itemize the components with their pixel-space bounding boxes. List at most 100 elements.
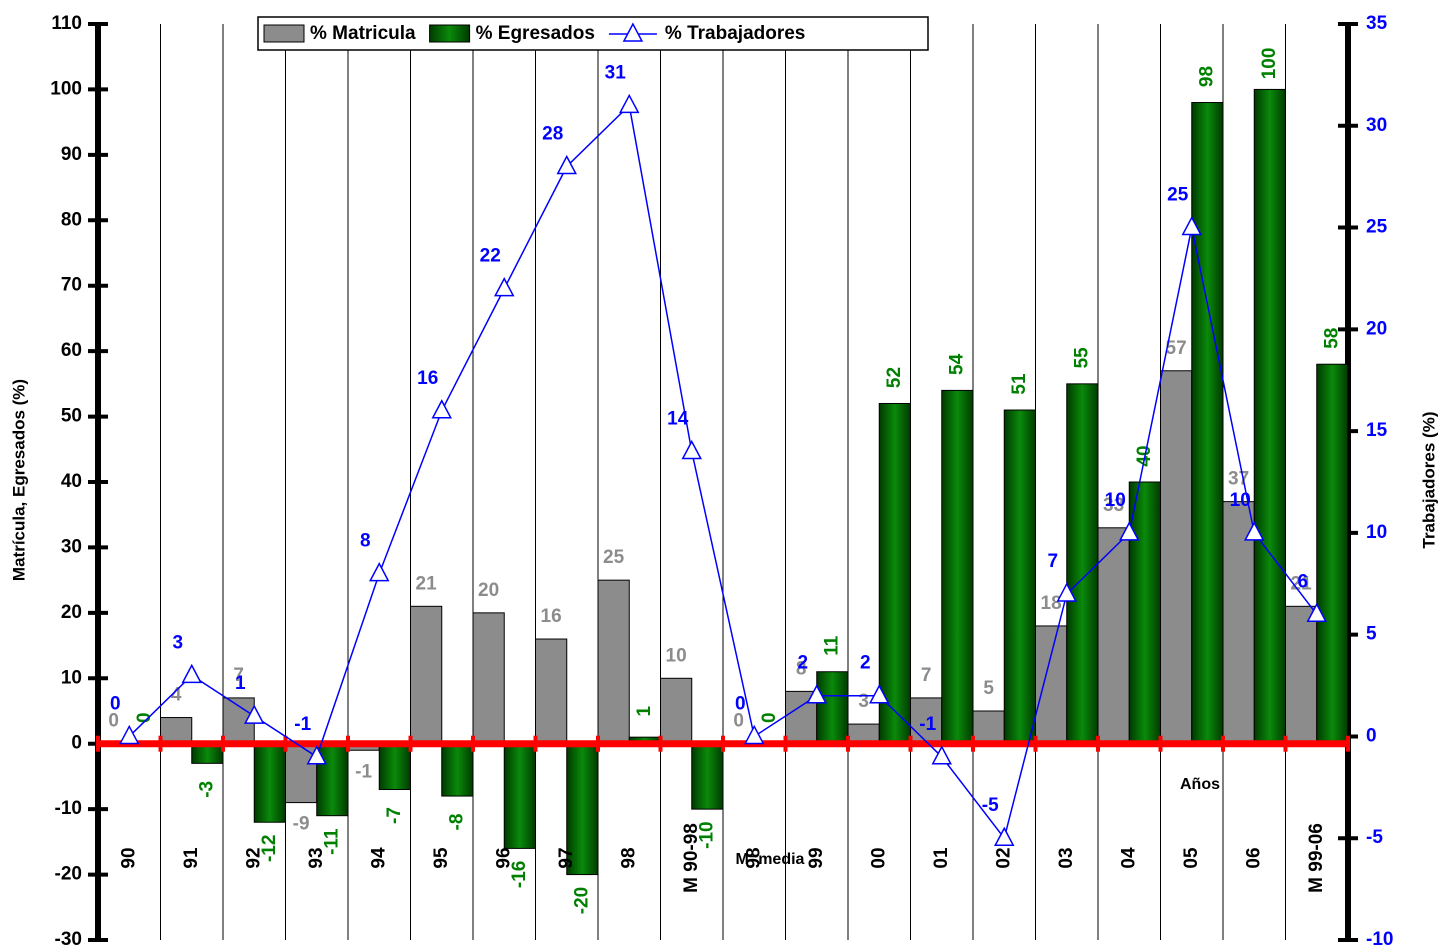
legend-swatch: [429, 24, 471, 43]
y-tick-label: 30: [61, 536, 82, 557]
bar: [1066, 383, 1099, 745]
y-tick-label: 80: [61, 209, 82, 230]
bar: [472, 612, 505, 745]
data-label: 14: [667, 408, 689, 429]
data-label: -11: [321, 828, 342, 855]
data-label: -12: [259, 834, 280, 861]
annotation: Años: [1180, 776, 1220, 793]
y-tick-label: 20: [61, 602, 82, 623]
x-tick-label: 04: [1118, 847, 1139, 869]
legend-label: % Matricula: [310, 23, 416, 44]
x-tick-label: 99: [806, 847, 827, 868]
x-tick-label: 03: [1056, 847, 1077, 868]
x-tick-label: 97: [556, 847, 577, 868]
data-label: -7: [384, 807, 405, 824]
data-label: -20: [571, 887, 592, 914]
data-label: 1: [634, 705, 655, 716]
data-label: 98: [1196, 66, 1217, 87]
marker: [931, 745, 952, 765]
x-tick-label: M 90-98: [681, 823, 702, 893]
y2-tick-label: 35: [1366, 13, 1388, 34]
data-label: 21: [1291, 573, 1313, 594]
y-tick-label: -20: [55, 864, 82, 885]
data-label: 0: [759, 712, 780, 723]
data-label: 3: [858, 691, 869, 712]
bar: [1128, 481, 1161, 745]
x-tick-label: 98: [743, 847, 764, 868]
y-tick-label: 70: [61, 275, 82, 296]
data-label: 100: [1259, 48, 1280, 80]
x-tick-label: 95: [431, 847, 452, 869]
marker: [244, 704, 265, 724]
marker: [306, 745, 327, 765]
bar: [535, 638, 568, 745]
marker: [1306, 602, 1327, 623]
y2-tick-label: 15: [1366, 420, 1388, 441]
data-label: 16: [541, 606, 562, 627]
bar: [1035, 625, 1068, 745]
legend-label: % Trabajadores: [665, 23, 805, 44]
marker: [681, 439, 702, 460]
data-label: 7: [1047, 551, 1058, 572]
bar: [941, 389, 974, 745]
bar: [441, 743, 474, 797]
data-label: 10: [666, 645, 687, 666]
bar: [691, 743, 724, 810]
marker: [1119, 521, 1140, 541]
data-label: 25: [1167, 185, 1189, 206]
data-label: -8: [446, 814, 467, 831]
x-tick-label: 02: [993, 847, 1014, 868]
legend: % Matricula % Egresados % Trabajadores: [257, 16, 929, 51]
data-label: 11: [821, 635, 842, 656]
annotation: M=media: [736, 851, 805, 868]
bar: [410, 605, 443, 745]
marker: [1056, 582, 1077, 602]
y2-tick-label: 10: [1366, 522, 1387, 543]
bar: [160, 717, 193, 745]
marker: [1244, 521, 1265, 541]
data-label: 0: [134, 712, 155, 723]
data-label: 37: [1228, 469, 1249, 490]
data-label: 0: [108, 711, 119, 732]
marker: [556, 154, 577, 175]
bar: [378, 743, 411, 791]
data-label: -1: [355, 761, 372, 782]
y-tick-label: 10: [61, 667, 82, 688]
y-tick-label: 40: [61, 471, 82, 492]
x-tick-label: 94: [368, 847, 389, 869]
y2-tick-label: 0: [1366, 725, 1377, 746]
y-tick-label: 110: [51, 13, 82, 34]
data-label: 51: [1009, 373, 1030, 395]
data-label: 52: [884, 367, 905, 388]
y2-tick-label: 25: [1366, 217, 1388, 238]
bar: [660, 677, 693, 745]
marker: [619, 93, 640, 114]
data-label: 3: [172, 632, 183, 653]
data-label: 7: [921, 665, 932, 686]
data-label: 21: [416, 573, 438, 594]
data-label: 20: [478, 580, 499, 601]
y-tick-label: 0: [71, 733, 82, 754]
bar: [878, 402, 911, 745]
data-label: 1: [235, 673, 246, 694]
data-label: 8: [796, 658, 807, 679]
bar: [1191, 102, 1224, 745]
marker: [119, 724, 140, 745]
marker: [431, 399, 452, 419]
line: [128, 103, 1318, 840]
x-tick-label: 93: [306, 847, 327, 868]
x-tick-label: 01: [931, 847, 952, 869]
bar: [503, 743, 536, 849]
marker: [806, 684, 827, 704]
y-tick-label: 90: [61, 144, 82, 165]
data-label: -9: [293, 814, 310, 835]
marker: [994, 826, 1015, 846]
data-label: -1: [294, 714, 311, 735]
data-label: 2: [860, 653, 871, 674]
data-label: 25: [603, 547, 625, 568]
data-label: -10: [696, 821, 717, 848]
data-label: 33: [1103, 495, 1124, 516]
data-label: -3: [196, 781, 217, 798]
x-tick-label: 06: [1243, 847, 1264, 868]
